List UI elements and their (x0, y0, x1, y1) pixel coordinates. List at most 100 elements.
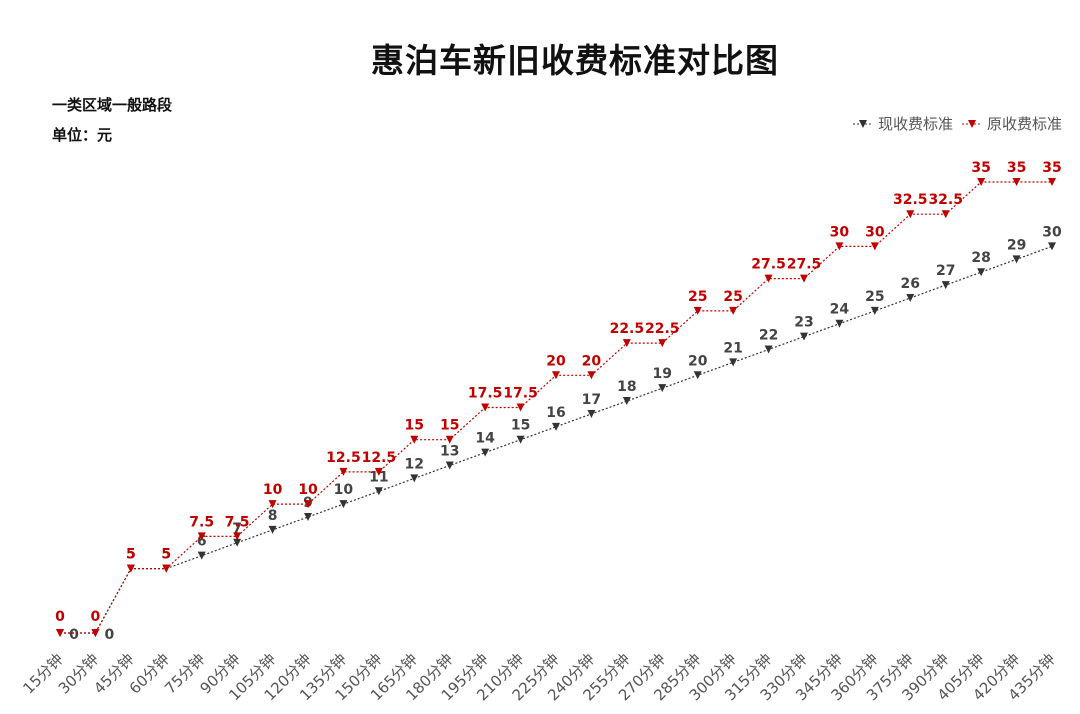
data-point-current (1048, 242, 1056, 251)
data-label-current: 22 (759, 328, 778, 344)
data-point-current (304, 513, 312, 522)
data-label-original: 35 (1007, 160, 1026, 176)
data-label-original: 35 (971, 160, 990, 176)
legend-label-current: 现收费标准 (877, 115, 953, 133)
data-point-current (552, 422, 560, 431)
data-point-current (410, 474, 419, 483)
data-label-current: 29 (1007, 237, 1026, 253)
data-label-current: 11 (369, 469, 388, 485)
data-label-current: 16 (546, 405, 565, 421)
data-label-original: 27.5 (751, 257, 786, 273)
data-point-original (870, 242, 879, 251)
data-label-current: 8 (268, 508, 278, 524)
data-label-current: 24 (830, 302, 850, 318)
data-point-current (374, 487, 383, 496)
data-point-original (162, 564, 171, 573)
data-point-original (410, 435, 419, 444)
data-point-current (941, 281, 950, 290)
data-label-current: 7 (232, 521, 242, 537)
data-label-current: 23 (794, 315, 813, 331)
data-point-current (729, 358, 738, 367)
data-label-current: 14 (475, 431, 495, 447)
data-point-original (1048, 178, 1056, 186)
data-point-current (622, 397, 631, 406)
data-point-current (800, 332, 808, 341)
data-label-original: 7.5 (189, 514, 214, 530)
legend-label-original: 原收费标准 (986, 115, 1062, 133)
data-label-original: 32.5 (928, 192, 963, 208)
data-point-original (233, 532, 242, 541)
data-label-original: 30 (830, 224, 850, 240)
data-label-current: 12 (405, 456, 424, 472)
data-point-current (339, 500, 348, 509)
data-point-original (481, 403, 490, 412)
data-point-current (587, 409, 596, 418)
data-point-current (906, 293, 915, 302)
data-point-original (268, 500, 277, 509)
data-point-original (800, 274, 808, 283)
data-point-original (906, 210, 915, 219)
data-label-current: 10 (334, 482, 354, 498)
data-point-original (552, 371, 560, 380)
data-point-original (126, 564, 135, 573)
data-point-original (587, 371, 596, 380)
data-label-original: 5 (161, 547, 171, 563)
legend-item-current: 现收费标准 (852, 113, 953, 134)
data-label-original: 0 (55, 609, 65, 625)
data-label-original: 15 (440, 418, 459, 434)
data-label-original: 17.5 (468, 386, 503, 402)
area-note: 一类区域一般路段 (52, 96, 173, 114)
data-label-original: 30 (865, 224, 885, 240)
data-point-current (835, 319, 844, 328)
data-point-original (835, 242, 844, 251)
data-label-original: 7.5 (225, 514, 250, 530)
data-label-original: 12.5 (362, 450, 397, 466)
data-label-original: 25 (723, 289, 742, 305)
data-point-original (764, 274, 773, 283)
data-label-original: 20 (546, 353, 566, 369)
data-point-original (977, 178, 986, 186)
data-label-original: 32.5 (893, 192, 928, 208)
data-label-original: 20 (582, 353, 602, 369)
data-point-current (268, 525, 277, 534)
data-label-current: 27 (936, 263, 955, 279)
data-label-current: 30 (1042, 224, 1062, 240)
data-label-current: 17 (582, 392, 601, 408)
data-point-original (729, 306, 738, 315)
data-point-original (622, 339, 631, 348)
chart-legend: 现收费标准 原收费标准 (844, 113, 1062, 134)
data-point-current (764, 345, 773, 354)
series-line-current (60, 245, 1053, 634)
data-label-original: 22.5 (610, 321, 645, 337)
data-label-current: 20 (688, 353, 708, 369)
data-label-current: 28 (971, 250, 990, 266)
data-point-current (516, 435, 525, 444)
chart-title: 惠泊车新旧收费标准对比图 (371, 41, 779, 80)
data-point-original (91, 629, 100, 637)
data-label-original: 5 (126, 547, 136, 563)
data-point-original (445, 435, 454, 444)
data-point-current (197, 551, 206, 560)
data-label-original: 27.5 (787, 257, 822, 273)
data-point-original (197, 532, 206, 541)
data-label-current: 5 (161, 547, 171, 563)
data-label-original: 25 (688, 289, 707, 305)
data-point-current (445, 461, 454, 470)
data-label-current: 26 (901, 276, 920, 292)
data-point-current (233, 538, 242, 547)
data-point-original (693, 306, 702, 315)
data-point-current (658, 384, 667, 393)
data-point-original (339, 467, 348, 476)
data-label-current: 5 (126, 547, 136, 563)
data-point-original (941, 210, 950, 219)
data-point-current (977, 268, 986, 277)
data-label-current: 19 (653, 366, 672, 382)
legend-marker-current-icon (852, 119, 873, 128)
data-label-current: 18 (617, 379, 636, 395)
data-label-current: 0 (105, 627, 115, 643)
data-point-current (481, 448, 490, 457)
data-point-current (693, 371, 702, 380)
data-label-original: 10 (298, 482, 318, 498)
data-label-original: 35 (1042, 160, 1061, 176)
